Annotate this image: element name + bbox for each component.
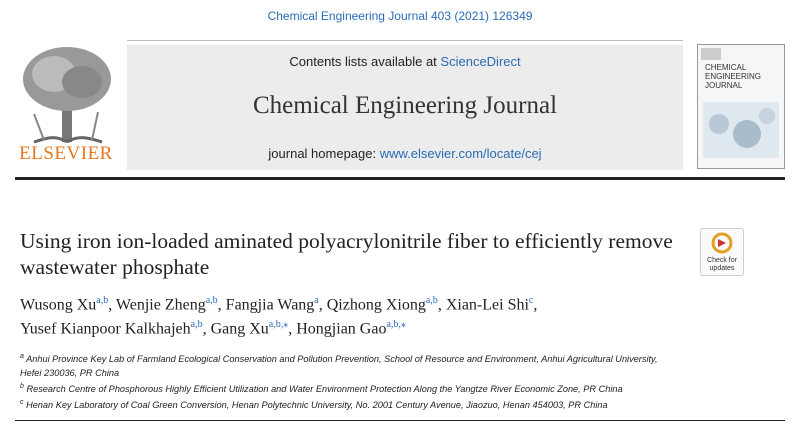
author-line: Wusong Xua,b, Wenjie Zhenga,b, Fangjia W… (20, 295, 537, 314)
separator: , (202, 320, 207, 338)
separator: , (437, 296, 442, 314)
author-name: Qizhong Xiong (326, 296, 426, 314)
author-name: Wusong Xu (20, 296, 97, 314)
affiliation: c Henan Key Laboratory of Coal Green Con… (20, 396, 675, 412)
affiliation-text: Research Centre of Phosphorous Highly Ef… (26, 384, 623, 395)
rule (127, 40, 683, 41)
check-icon (711, 232, 733, 254)
affiliation-mark: b (20, 383, 24, 391)
journal-name: Chemical Engineering Journal (252, 92, 558, 119)
author-affil: a,b (205, 295, 218, 306)
check-updates-badge[interactable] (700, 228, 744, 276)
author-name: Fangjia Wang (225, 296, 315, 314)
author-affil: a,b (425, 295, 438, 306)
sciencedirect-link[interactable]: ScienceDirect (440, 54, 521, 69)
article-title: Using iron ion-loaded aminated polyacryl… (20, 229, 673, 279)
separator: , (108, 296, 113, 314)
affiliation-mark: c (20, 399, 24, 407)
author-name: Wenjie Zheng (115, 296, 206, 314)
homepage-link[interactable]: www.elsevier.com/locate/cej (379, 146, 542, 161)
cover-title: CHEMICAL ENGINEERING JOURNAL (705, 63, 761, 90)
cover-title-line: JOURNAL (705, 81, 743, 90)
homepage-line: journal homepage: www.elsevier.com/locat… (127, 146, 683, 161)
cover-title-line: CHEMICAL (705, 63, 747, 72)
author-name: Yusef Kianpoor Kalkhajeh (20, 320, 191, 338)
author-line: Yusef Kianpoor Kalkhajeha,b, Gang Xua,b,… (20, 319, 406, 338)
author-affil: a,b,⁎ (268, 319, 289, 330)
rule (15, 420, 785, 421)
separator: , (533, 296, 538, 314)
journal-cover: CHEMICAL ENGINEERING JOURNAL (697, 44, 785, 169)
separator: , (318, 296, 323, 314)
affiliation-mark: a (20, 353, 24, 360)
author-affil: a,b (96, 295, 109, 306)
affiliation-text: Anhui Province Key Lab of Farmland Ecolo… (20, 354, 658, 379)
cover-title-line: ENGINEERING (705, 72, 761, 81)
affiliation: b Research Centre of Phosphorous Highly … (20, 380, 675, 396)
contents-prefix: Contents lists available at (289, 54, 437, 69)
author-affil: c (528, 295, 534, 306)
author-affil: a (314, 295, 319, 306)
author-name: Gang Xu (210, 320, 269, 338)
rule (15, 177, 785, 180)
author-affil: a,b (190, 319, 203, 330)
author-affil: a,b,⁎ (386, 319, 406, 330)
contents-line: Contents lists available at ScienceDirec… (127, 54, 683, 69)
affiliation-text: Henan Key Laboratory of Coal Green Conve… (26, 400, 608, 411)
affiliations: a Anhui Province Key Lab of Farmland Eco… (20, 350, 675, 412)
masthead-box (127, 45, 683, 170)
homepage-prefix: journal homepage: (268, 146, 377, 161)
separator: , (217, 296, 222, 314)
author-name: Xian-Lei Shi (445, 296, 529, 314)
citation[interactable]: Chemical Engineering Journal 403 (2021) … (267, 9, 533, 23)
publisher: ELSEVIER (19, 143, 113, 164)
elsevier-logo (23, 47, 111, 144)
author-name: Hongjian Gao (296, 320, 387, 338)
separator: , (288, 320, 293, 338)
check-updates-text[interactable]: Check for updates (707, 257, 737, 272)
affiliation: a Anhui Province Key Lab of Farmland Eco… (20, 350, 675, 380)
